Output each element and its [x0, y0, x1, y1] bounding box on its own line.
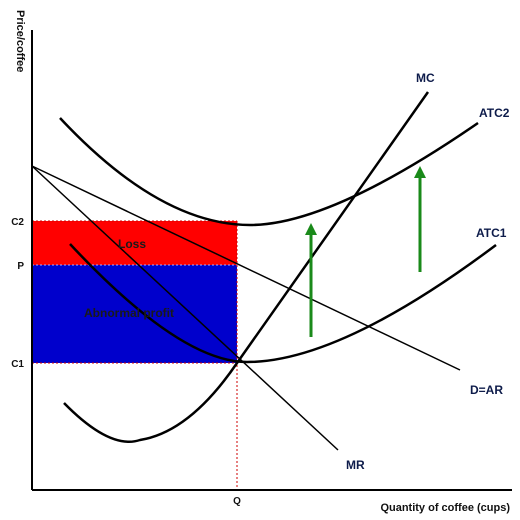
- mc-label: MC: [416, 71, 435, 85]
- tick-label-c1: C1: [11, 359, 24, 370]
- atc2-curve: [59, 117, 479, 227]
- tick-label-q: Q: [233, 496, 241, 507]
- atc1-curve: [69, 243, 497, 364]
- mr-curve: [31, 165, 339, 451]
- atc1-label: ATC1: [476, 226, 507, 240]
- tick-label-c2: C2: [11, 217, 24, 228]
- mr-label: MR: [346, 458, 365, 472]
- profit-area: [32, 265, 237, 363]
- tick-label-p: P: [17, 261, 24, 272]
- atc2-label: ATC2: [479, 106, 510, 120]
- x-axis-label: Quantity of coffee (cups): [380, 502, 510, 514]
- demand-label: D=AR: [470, 383, 503, 397]
- profit-label: Abnormal profit: [84, 306, 174, 320]
- mc-curve: [63, 91, 430, 443]
- demand-curve: [31, 165, 461, 371]
- loss-label: Loss: [118, 237, 146, 251]
- y-axis-label: Price/coffee: [14, 10, 26, 72]
- loss-area: [32, 221, 237, 265]
